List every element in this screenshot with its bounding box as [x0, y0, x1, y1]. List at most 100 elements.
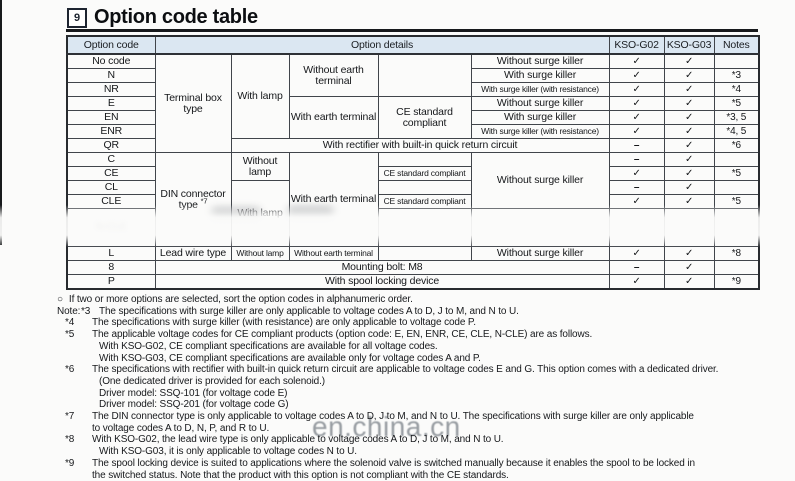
- g02-mark: ✓: [608, 124, 665, 139]
- row-8: 8 Mounting bolt: M8 – ✓: [66, 260, 760, 275]
- footnote-text: If two or more options are selected, sor…: [68, 294, 413, 305]
- footnote-text: With KSO-G02, CE compliant specification…: [99, 340, 438, 352]
- note-ref: *5: [713, 166, 760, 181]
- code-cell: CE: [66, 166, 156, 181]
- g02-mark: –: [608, 260, 665, 275]
- g03-mark: ✓: [663, 68, 715, 83]
- footnote-3: Note: *3 The specifications with surge k…: [57, 306, 789, 318]
- lamp-without: Without lamp: [230, 246, 290, 261]
- surge-with-resistance: With surge killer (with resistance): [470, 82, 610, 97]
- g02-mark: ✓: [608, 194, 665, 209]
- g02-mark: ✓: [608, 246, 665, 261]
- g02-mark: ✓: [608, 53, 665, 69]
- ce-blank: [377, 180, 472, 195]
- g03-mark: ✓: [663, 260, 715, 275]
- footnote-sorting-rule: ○ If two or more options are selected, s…: [57, 294, 789, 306]
- scan-edge-line: [0, 0, 2, 245]
- code-cell: CLE: [66, 194, 156, 209]
- ce-compliant: CE standard compliant: [377, 194, 472, 209]
- note-ref: *3, 5: [713, 110, 760, 125]
- footnote-text: With KSO-G02, the lead wire type is only…: [92, 434, 504, 446]
- surge-with: With surge killer: [470, 68, 610, 83]
- g03-mark: ✓: [663, 82, 715, 97]
- note-ref: *4, 5: [713, 124, 760, 139]
- g02-mark: –: [608, 180, 665, 195]
- watermark-smudge: [287, 207, 334, 218]
- row-en: EN With surge killer ✓ ✓ *3, 5: [66, 110, 760, 125]
- code-cell: No code: [66, 53, 156, 69]
- note-ref: [713, 208, 760, 247]
- earth-without: Without earth terminal: [288, 246, 379, 261]
- footnote-6: *6 The specifications with rectifier wit…: [57, 364, 789, 411]
- note-marker: *5: [65, 329, 75, 341]
- g03-mark: ✓: [663, 96, 715, 111]
- g02-mark: –: [608, 152, 665, 167]
- section-header: 9 Option code table: [67, 6, 258, 29]
- header-notes: Notes: [713, 35, 760, 55]
- detail-spool-locking: With spool locking device: [154, 274, 610, 290]
- code-cell-blurred: N-CLE: [66, 208, 156, 247]
- g03-mark: ✓: [663, 246, 715, 261]
- note-marker: *4: [65, 317, 75, 329]
- g02-mark: ✓: [608, 68, 665, 83]
- footnote-text: The applicable voltage codes for CE comp…: [92, 329, 593, 341]
- g03-mark: ✓: [663, 274, 715, 290]
- note-marker: *9: [65, 457, 75, 469]
- note-ref: *5: [713, 194, 760, 209]
- g02-mark: ✓: [608, 274, 665, 290]
- title-underline: [66, 29, 758, 32]
- header-kso-g02: KSO-G02: [608, 35, 665, 55]
- code-cell: L: [66, 246, 156, 261]
- row-p: P With spool locking device ✓ ✓ *9: [66, 274, 760, 290]
- code-cell: 8: [66, 260, 156, 275]
- footnote-text: With KSO-G03, CE compliant specification…: [99, 352, 481, 364]
- surge-without: Without surge killer: [470, 96, 610, 111]
- type-terminal-box: Terminal box type: [154, 53, 232, 153]
- note-ref: [713, 53, 760, 69]
- row-c: C DIN connector type *7 Without lamp Wit…: [66, 152, 760, 247]
- code-cell: N: [66, 68, 156, 83]
- row-qr: QR With rectifier with built-in quick re…: [66, 138, 760, 153]
- g03-mark: [663, 208, 715, 247]
- footnote-text: the switched status. Note that the produ…: [92, 469, 509, 481]
- row-no-code: No code Terminal box type With lamp With…: [66, 53, 760, 153]
- note-marker: *6: [65, 364, 75, 376]
- footnote-text: The specifications with surge killer (wi…: [92, 317, 476, 329]
- code-cell: EN: [66, 110, 156, 125]
- note-ref: *4: [713, 82, 760, 97]
- footnote-5: *5 The applicable voltage codes for CE c…: [57, 329, 789, 364]
- note-ref: *3: [713, 68, 760, 83]
- surge-without: Without surge killer: [470, 246, 610, 261]
- footnote-text: to voltage codes A to D, N, P, and R to …: [92, 422, 270, 434]
- note-ref: *9: [713, 274, 760, 290]
- header-option-code: Option code: [66, 35, 156, 55]
- option-code-table: Option code Option details KSO-G02 KSO-G…: [66, 35, 761, 290]
- g03-mark: ✓: [663, 194, 715, 209]
- type-din-connector: DIN connector type *7: [154, 152, 232, 247]
- row-n: N With surge killer ✓ ✓ *3: [66, 68, 760, 83]
- note-marker: *8: [65, 434, 75, 446]
- g02-mark: [608, 208, 665, 247]
- code-cell: ENR: [66, 124, 156, 139]
- ce-compliant: CE standard compliant: [377, 96, 472, 139]
- g03-mark: ✓: [663, 124, 715, 139]
- note-ref: *5: [713, 96, 760, 111]
- footnote-7: *7 The DIN connector type is only applic…: [57, 411, 789, 434]
- section-number-badge: 9: [67, 7, 87, 28]
- circle-marker: ○: [57, 294, 63, 305]
- note-ref: *6: [713, 138, 760, 153]
- code-cell: C: [66, 152, 156, 167]
- surge-with: With surge killer: [470, 110, 610, 125]
- g03-mark: ✓: [663, 110, 715, 125]
- ce-blank: [377, 152, 472, 167]
- g03-mark: ✓: [663, 53, 715, 69]
- earth-without: Without earth terminal: [288, 53, 379, 97]
- ce-blank: [377, 53, 472, 97]
- page-title: Option code table: [94, 6, 258, 28]
- row-enr: ENR With surge killer (with resistance) …: [66, 124, 760, 139]
- g02-mark: ✓: [608, 110, 665, 125]
- footnote-8: *8 With KSO-G02, the lead wire type is o…: [57, 434, 789, 457]
- row-ce: CE CE standard compliant ✓ ✓ *5: [66, 166, 760, 181]
- code-cell: NR: [66, 82, 156, 97]
